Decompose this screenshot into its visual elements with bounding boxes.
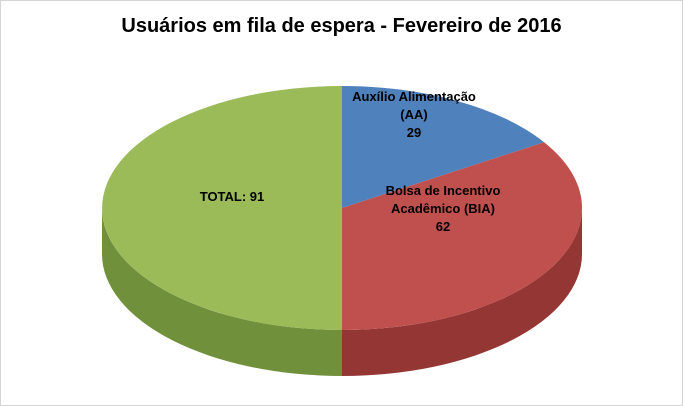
pie-slice-2 <box>102 86 342 330</box>
pie-slice-1 <box>342 142 582 330</box>
pie-label-bia-line1: Bolsa de Incentivo <box>385 183 501 198</box>
pie-label-aa-line2: (AA) <box>400 107 428 122</box>
chart-title: Usuários em fila de espera - Fevereiro d… <box>121 15 562 37</box>
pie-label-total-line1: TOTAL: 91 <box>199 189 265 204</box>
pie-slice-side-1 <box>342 208 582 376</box>
pie-label-aa-value: 29 <box>406 125 422 140</box>
pie-label-aa: Auxílio Alimentação (AA) 29 <box>352 88 476 142</box>
pie-label-total: TOTAL: 91 <box>200 188 265 206</box>
pie-label-aa-line1: Auxílio Alimentação <box>352 89 476 104</box>
pie-slice-0 <box>342 86 545 208</box>
pie-label-bia: Bolsa de Incentivo Acadêmico (BIA) 62 <box>386 182 501 236</box>
pie-label-bia-line2: Acadêmico (BIA) <box>390 201 496 216</box>
pie-slice-side-2 <box>102 208 342 376</box>
pie-label-bia-value: 62 <box>435 219 451 234</box>
